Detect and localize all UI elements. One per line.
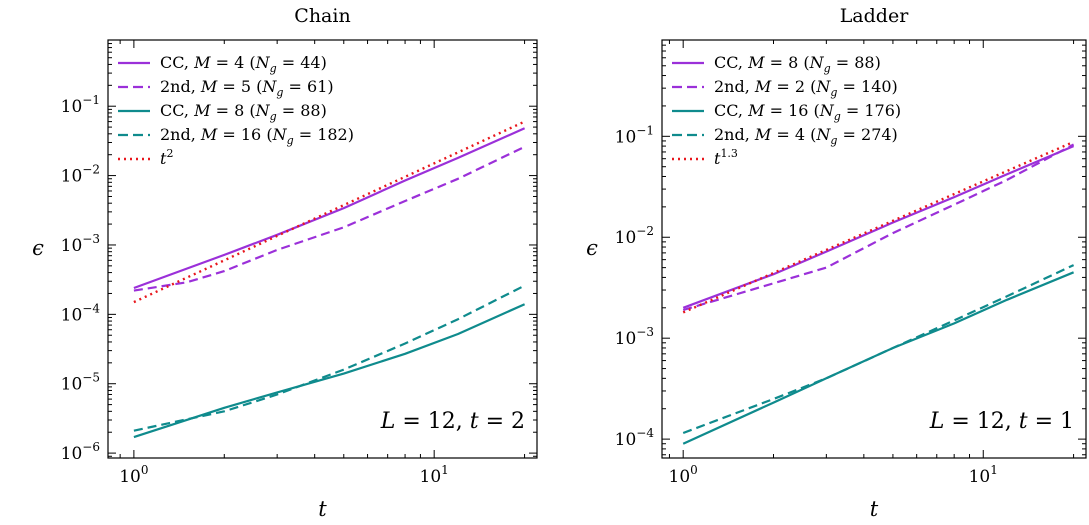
legend-entry: t1.3	[714, 147, 738, 168]
chart-title: Chain	[294, 5, 350, 27]
series-line-2	[682, 143, 1075, 312]
y-tick-label: 10−3	[615, 325, 654, 349]
legend-entry: CC, M = 4 (Ng = 44)	[160, 53, 327, 75]
legend-entry: t2	[160, 147, 173, 168]
series-line-3	[133, 303, 526, 439]
series-line-5	[133, 120, 526, 304]
legend: CC, M = 4 (Ng = 44)2nd, M = 5 (Ng = 61)C…	[118, 53, 354, 168]
x-tick-label: 101	[969, 463, 998, 487]
chart-title: Ladder	[840, 5, 910, 27]
tick-marks	[662, 39, 1086, 458]
legend-entry: 2nd, M = 4 (Ng = 274)	[714, 125, 898, 147]
annotation-label: L = 12, t = 2	[380, 409, 525, 434]
y-tick-label: 10−1	[615, 123, 654, 147]
y-tick-label: 10−4	[61, 301, 101, 325]
legend-entry: 2nd, M = 2 (Ng = 140)	[714, 77, 898, 99]
y-tick-label: 10−2	[615, 224, 654, 248]
series-line-1	[133, 127, 526, 290]
y-axis-label: ϵ	[586, 236, 598, 260]
tick-marks	[108, 39, 537, 458]
x-tick-label: 101	[420, 463, 449, 487]
legend: CC, M = 8 (Ng = 88)2nd, M = 2 (Ng = 140)…	[672, 53, 901, 168]
x-axis-label: t	[870, 497, 879, 521]
x-tick-label: 100	[119, 463, 148, 487]
annotation-label: L = 12, t = 1	[929, 409, 1074, 434]
y-tick-label: 10−5	[61, 371, 100, 395]
y-tick-label: 10−2	[61, 163, 100, 187]
chart-panel-1: 10−6 10−5 10−4 10−3 10−2 10−1 100 101 Chain t ϵ CC,…	[32, 5, 538, 521]
legend-entry: CC, M = 16 (Ng = 176)	[714, 101, 901, 123]
series-line-1	[682, 145, 1075, 309]
series-line-4	[133, 284, 526, 432]
legend-entry: CC, M = 8 (Ng = 88)	[160, 101, 327, 123]
x-tick-label: 100	[669, 463, 698, 487]
y-tick-label: 10−3	[61, 232, 100, 256]
series-line-4	[682, 264, 1075, 435]
series-line-5	[682, 140, 1075, 314]
y-tick-label: 10−6	[61, 440, 100, 464]
y-tick-label: 10−4	[615, 426, 655, 450]
y-axis-label: ϵ	[32, 236, 44, 260]
x-axis-label: t	[318, 497, 327, 521]
legend-entry: 2nd, M = 5 (Ng = 61)	[160, 77, 334, 99]
series-lines	[133, 120, 526, 439]
y-tick-label: 10−1	[61, 93, 100, 117]
legend-entry: 2nd, M = 16 (Ng = 182)	[160, 125, 354, 147]
chart-panel-2: 10−4 10−3 10−2 10−1 100 101 Ladder t ϵ CC, M = 8 …	[586, 5, 1087, 521]
series-line-2	[133, 145, 526, 292]
plot-frame	[661, 39, 1087, 459]
legend-entry: CC, M = 8 (Ng = 88)	[714, 53, 881, 75]
series-lines	[682, 140, 1075, 445]
plot-frame	[107, 39, 538, 459]
